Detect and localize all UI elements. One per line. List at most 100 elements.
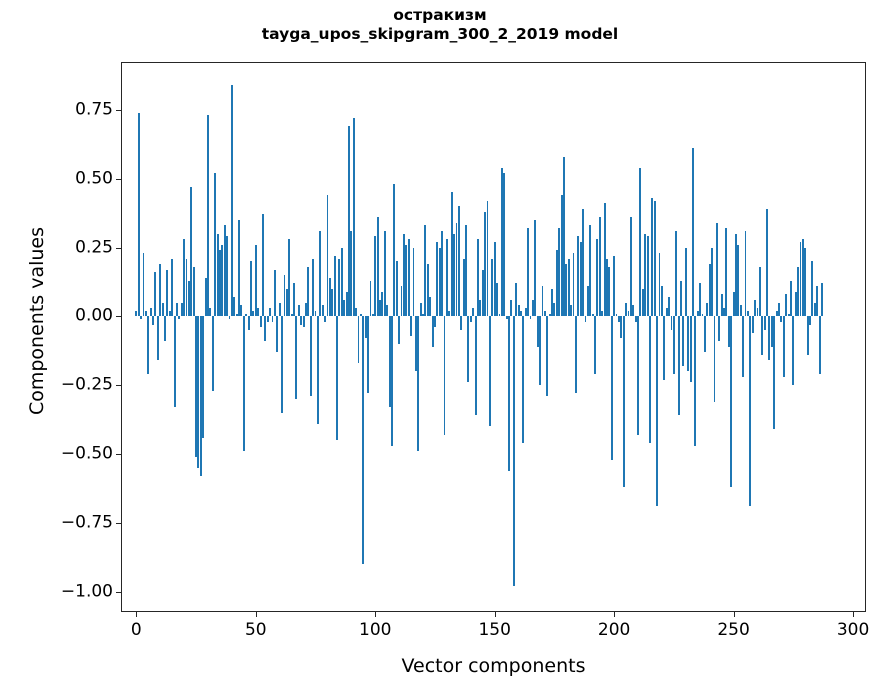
bar: [187, 280, 190, 317]
bar: [660, 286, 663, 317]
bar: [467, 316, 470, 383]
bar: [529, 316, 532, 320]
bar: [331, 288, 334, 317]
bar: [606, 258, 608, 317]
bar: [429, 297, 432, 317]
bar: [333, 255, 336, 317]
bar: [164, 316, 166, 342]
bar: [792, 316, 795, 386]
bar: [240, 305, 243, 317]
bar: [711, 247, 714, 317]
bar: [364, 316, 367, 339]
bar: [665, 308, 668, 317]
bar: [235, 313, 238, 317]
bar: [539, 316, 542, 386]
bar: [355, 308, 358, 317]
bar: [472, 308, 475, 317]
bar: [639, 167, 642, 317]
bar: [247, 316, 250, 331]
bar: [285, 288, 288, 317]
bar: [534, 219, 537, 317]
x-axis-tick-label: 0: [130, 620, 142, 640]
bar: [644, 233, 647, 317]
bar: [457, 206, 460, 317]
bar: [259, 316, 262, 328]
bar: [723, 308, 725, 317]
bar: [281, 316, 284, 413]
bar: [173, 316, 176, 408]
bar: [161, 302, 164, 317]
bar: [646, 236, 649, 317]
bar: [312, 258, 315, 317]
bar: [821, 283, 823, 317]
bar: [376, 217, 379, 317]
bar: [706, 302, 709, 317]
y-axis-tick-label: 0.25: [75, 237, 113, 257]
bar: [787, 313, 790, 317]
bar: [422, 313, 424, 317]
bar: [221, 244, 224, 317]
bar: [159, 264, 162, 317]
y-axis-tick: [116, 385, 122, 387]
bar: [797, 266, 800, 317]
bar: [801, 239, 804, 317]
bar: [603, 203, 606, 317]
bar: [140, 316, 143, 320]
bar: [778, 302, 780, 317]
bar: [374, 236, 377, 317]
bar: [687, 316, 690, 372]
bar: [560, 195, 563, 317]
bar: [214, 173, 217, 317]
bar: [608, 266, 611, 317]
bar: [699, 283, 702, 317]
x-axis-tick: [614, 611, 616, 617]
bar: [369, 280, 372, 317]
bar: [395, 261, 398, 317]
bar: [746, 310, 749, 317]
bar: [445, 239, 448, 317]
bar: [288, 239, 291, 317]
bar: [500, 167, 503, 317]
bar: [367, 316, 370, 394]
bar-series-area: [122, 63, 865, 611]
bar: [300, 316, 303, 325]
bar: [410, 316, 413, 336]
bar: [357, 316, 360, 364]
bar: [553, 302, 556, 317]
bar: [806, 316, 809, 355]
bar: [789, 280, 792, 317]
y-axis-tick: [116, 109, 122, 111]
bar: [398, 316, 401, 344]
bar: [579, 241, 582, 317]
plot-axes: 0.75 0.50 0.25 0.00 −0.25 −0.50 −0.75 −1.00 0 50 1…: [61, 62, 869, 639]
bar: [343, 299, 346, 317]
y-axis-tick-label: 0.75: [75, 99, 113, 120]
bar: [732, 291, 735, 317]
bar: [672, 316, 675, 375]
bar: [199, 316, 202, 477]
bar: [250, 261, 252, 317]
bar: [477, 239, 479, 317]
bar: [696, 310, 699, 317]
bar: [677, 316, 680, 416]
bar: [254, 244, 257, 317]
bar: [293, 283, 295, 317]
bar: [785, 294, 788, 317]
bar: [508, 316, 510, 471]
bar: [438, 247, 441, 317]
bar: [591, 313, 594, 317]
bar: [383, 230, 386, 317]
bar: [713, 316, 716, 402]
bar: [594, 316, 596, 375]
bar: [147, 316, 150, 375]
bar: [632, 305, 635, 317]
bar: [520, 310, 522, 317]
bar: [419, 302, 422, 317]
bar: [204, 277, 207, 317]
bar: [488, 316, 491, 427]
x-axis-tick-label: 150: [478, 620, 511, 640]
bar: [809, 316, 811, 325]
bar: [209, 308, 212, 317]
bar: [414, 316, 417, 372]
bar: [718, 316, 721, 342]
